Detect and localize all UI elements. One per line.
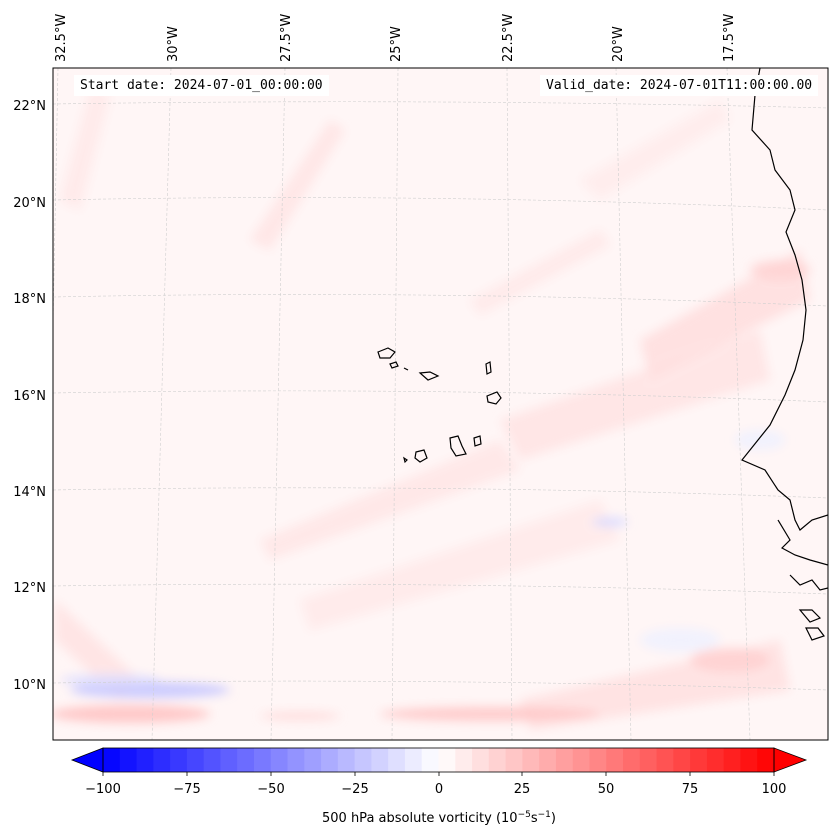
colorbar-segment: [606, 748, 624, 772]
colorbar-tick-labels: −100 −75 −50 −25 0 25 50 75 100: [85, 782, 786, 797]
colorbar-tick-label: 100: [762, 782, 787, 797]
colorbar-segment: [488, 748, 507, 772]
colorbar-tick-label: 0: [435, 782, 443, 797]
lat-label: 22°N: [13, 99, 46, 114]
colorbar-tick-label: 50: [598, 782, 615, 797]
colorbar-segment: [136, 748, 154, 772]
lon-label: 25°W: [389, 26, 404, 62]
colorbar-segments: [103, 748, 775, 772]
map-panel: [53, 68, 828, 740]
lon-label: 27.5°W: [279, 14, 294, 62]
colorbar-segment: [757, 748, 775, 772]
colorbar-segment: [522, 748, 540, 772]
latitude-labels: 22°N 20°N 18°N 16°N 14°N 12°N 10°N: [13, 99, 46, 693]
colorbar-segment: [170, 748, 188, 772]
colorbar-segment: [404, 748, 423, 772]
lat-label: 20°N: [13, 196, 46, 211]
colorbar-segment: [270, 748, 289, 772]
lon-label: 17.5°W: [722, 14, 737, 62]
colorbar-tick-label: −25: [341, 782, 368, 797]
lat-label: 14°N: [13, 485, 46, 500]
start-date-label: Start date: 2024-07-01_00:00:00: [74, 75, 329, 96]
coastline: [377, 68, 828, 641]
colorbar: −100 −75 −50 −25 0 25 50 75 100 500 hPa …: [70, 747, 808, 826]
lon-label: 22.5°W: [501, 14, 516, 62]
lat-label: 12°N: [13, 581, 46, 596]
colorbar-segment: [623, 748, 641, 772]
colorbar-tick-label: −100: [85, 782, 121, 797]
colorbar-segment: [555, 748, 574, 772]
lon-label: 32.5°W: [54, 14, 69, 62]
colorbar-label: 500 hPa absolute vorticity (10−5s−1): [322, 810, 556, 826]
colorbar-segment: [740, 748, 758, 772]
colorbar-segment: [371, 748, 389, 772]
colorbar-tick-label: 75: [682, 782, 699, 797]
colorbar-segment: [220, 748, 238, 772]
colorbar-segment: [673, 748, 691, 772]
lat-label: 18°N: [13, 292, 46, 307]
colorbar-segment: [455, 748, 473, 772]
colorbar-tick-label: 25: [514, 782, 531, 797]
colorbar-segment: [119, 748, 138, 772]
colorbar-ticks: [102, 772, 775, 776]
colorbar-segment: [337, 748, 356, 772]
colorbar-segment: [589, 748, 607, 772]
colorbar-segment: [203, 748, 221, 772]
colorbar-tick-label: −50: [257, 782, 284, 797]
colorbar-segment: [304, 748, 322, 772]
lat-label: 16°N: [13, 389, 46, 404]
colorbar-segment: [103, 748, 121, 772]
colorbar-segment: [505, 748, 523, 772]
colorbar-min-extension: [70, 747, 104, 773]
colorbar-outline: [102, 747, 775, 773]
colorbar-segment: [690, 748, 708, 772]
map-frame: [52, 67, 829, 741]
colorbar-segment: [572, 748, 590, 772]
colorbar-segment: [253, 748, 272, 772]
colorbar-segment: [438, 748, 456, 772]
colorbar-segment: [706, 748, 725, 772]
lon-label: 30°W: [166, 26, 181, 62]
colorbar-tick-label: −75: [173, 782, 200, 797]
colorbar-segment: [723, 748, 741, 772]
vorticity-field: [53, 68, 828, 740]
longitude-labels: 32.5°W 30°W 27.5°W 25°W 22.5°W 20°W 17.5…: [54, 14, 737, 62]
colorbar-segment: [539, 748, 557, 772]
graticule: [53, 68, 828, 740]
colorbar-segment: [472, 748, 490, 772]
colorbar-segment: [321, 748, 339, 772]
colorbar-segment: [287, 748, 305, 772]
colorbar-segment: [656, 748, 674, 772]
colorbar-max-extension: [773, 747, 808, 773]
lat-label: 10°N: [13, 678, 46, 693]
colorbar-segment: [237, 748, 255, 772]
colorbar-segment: [639, 748, 658, 772]
colorbar-segment: [388, 748, 406, 772]
lon-label: 20°W: [611, 26, 626, 62]
colorbar-segment: [186, 748, 205, 772]
colorbar-segment: [153, 748, 171, 772]
colorbar-segment: [421, 748, 439, 772]
valid-date-label: Valid_date: 2024-07-01T11:00:00.00: [540, 75, 819, 96]
colorbar-segment: [354, 748, 372, 772]
